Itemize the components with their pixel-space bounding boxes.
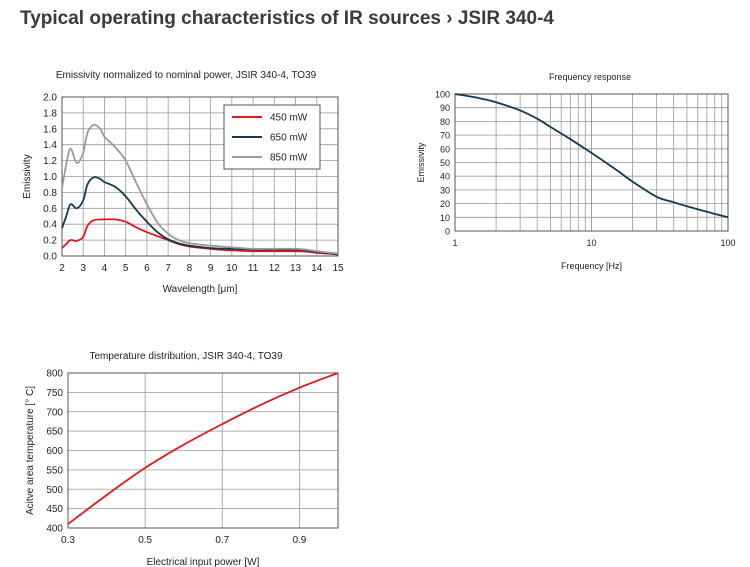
chart-title: Temperature distribution, JSIR 340-4, TO… (89, 351, 283, 362)
y-tick-label: 10 (440, 213, 450, 223)
x-tick-label: 12 (269, 263, 281, 274)
page-title: Typical operating characteristics of IR … (20, 8, 554, 29)
x-tick-label: 3 (80, 263, 86, 274)
chart-title: Frequency response (549, 72, 631, 82)
x-axis-label: Frequency [Hz] (561, 261, 622, 271)
x-tick-label: 100 (720, 238, 735, 248)
y-tick-label: 700 (46, 407, 63, 418)
y-tick-label: 1.4 (43, 140, 57, 151)
legend-label: 650 mW (270, 133, 308, 144)
series-line-850-mw (61, 123, 339, 255)
y-tick-label: 90 (440, 103, 450, 113)
y-tick-label: 20 (440, 199, 450, 209)
x-tick-label: 1 (452, 238, 457, 248)
y-tick-label: 600 (46, 446, 63, 457)
y-tick-label: 100 (435, 90, 450, 100)
x-tick-label: 0.7 (215, 535, 229, 546)
y-tick-label: 1.8 (43, 108, 57, 119)
x-tick-label: 0.9 (292, 535, 306, 546)
plot-frame (61, 96, 339, 257)
y-tick-label: 500 (46, 485, 63, 496)
y-tick-label: 30 (440, 185, 450, 195)
x-axis-label: Wavelength [μm] (163, 284, 238, 295)
x-tick-label: 13 (290, 263, 302, 274)
series-line (67, 372, 339, 525)
y-tick-label: 0.6 (43, 204, 57, 215)
plot-frame (67, 372, 339, 529)
x-tick-label: 10 (226, 263, 238, 274)
y-tick-label: 0.4 (43, 220, 57, 231)
series-line (454, 93, 729, 219)
x-tick-label: 6 (144, 263, 150, 274)
y-tick-label: 0.0 (43, 252, 57, 263)
x-tick-label: 11 (248, 263, 259, 274)
y-tick-label: 60 (440, 144, 450, 154)
y-tick-label: 1.6 (43, 124, 57, 135)
y-tick-label: 80 (440, 117, 450, 127)
x-tick-label: 7 (165, 263, 171, 274)
y-axis-label: Emissivity (416, 142, 426, 182)
y-tick-label: 650 (46, 427, 63, 438)
x-tick-label: 9 (208, 263, 214, 274)
y-tick-label: 800 (46, 369, 63, 380)
x-tick-label: 0.5 (138, 535, 152, 546)
y-tick-label: 50 (440, 158, 450, 168)
y-axis-label: Emissivity (22, 154, 33, 198)
x-tick-label: 15 (332, 263, 344, 274)
y-tick-label: 2.0 (43, 93, 57, 104)
y-tick-label: 1.0 (43, 172, 57, 183)
y-tick-label: 0.8 (43, 188, 57, 199)
y-tick-label: 0.2 (43, 236, 57, 247)
y-tick-label: 0 (445, 227, 450, 237)
series-line-450-mw (61, 218, 339, 256)
plot-frame (454, 93, 729, 232)
x-tick-label: 14 (311, 263, 323, 274)
x-tick-label: 10 (586, 238, 596, 248)
x-tick-label: 8 (187, 263, 193, 274)
y-axis-label: Acitve area temperature [° C] (25, 386, 36, 515)
y-tick-label: 550 (46, 465, 63, 476)
y-tick-label: 450 (46, 504, 63, 515)
y-tick-label: 1.2 (43, 156, 57, 167)
legend-label: 450 mW (270, 113, 308, 124)
x-axis-label: Electrical input power [W] (147, 557, 260, 567)
x-tick-label: 0.3 (61, 535, 75, 546)
y-tick-label: 70 (440, 131, 450, 141)
x-tick-label: 5 (123, 263, 129, 274)
x-tick-label: 4 (102, 263, 108, 274)
y-tick-label: 40 (440, 172, 450, 182)
chart-title: Emissivity normalized to nominal power, … (56, 70, 317, 81)
y-tick-label: 750 (46, 388, 63, 399)
x-tick-label: 2 (59, 263, 65, 274)
y-tick-label: 400 (46, 524, 63, 535)
legend-label: 850 mW (270, 153, 308, 164)
